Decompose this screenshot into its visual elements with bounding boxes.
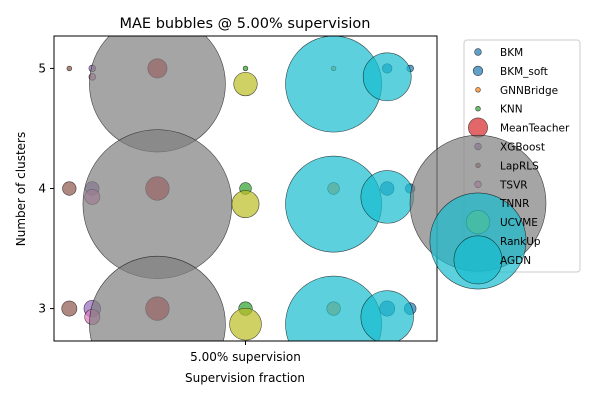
bubble-ucvme-2 <box>229 307 262 341</box>
bubble-layer <box>61 36 417 341</box>
y-tick-label: 5 <box>38 61 46 75</box>
legend-label: GNNBridge <box>500 85 558 97</box>
legend-label: UCVME <box>500 217 538 229</box>
bubble-knn-0 <box>242 65 249 72</box>
legend-label: LapRLS <box>500 160 539 172</box>
y-tick-label: 3 <box>38 302 46 316</box>
bubble-tnnr-2 <box>89 255 226 341</box>
legend: BKM BKM_soft GNNBridge KNN MeanTeacher XGBoos… <box>409 39 581 290</box>
legend-marker <box>453 235 503 285</box>
legend-label: XGBoost <box>500 142 545 154</box>
chart-title: MAE bubbles @ 5.00% supervision <box>120 16 371 32</box>
y-tick-label: 4 <box>38 182 46 196</box>
legend-label: BKM <box>500 47 523 59</box>
bubble-agdn-2 <box>360 290 414 341</box>
legend-marker <box>468 117 488 138</box>
x-tick-label: 5.00% supervision <box>190 350 301 364</box>
bubble-ucvme-0 <box>233 71 258 97</box>
legend-label: RankUp <box>500 236 541 248</box>
legend-label: TNNR <box>499 198 529 210</box>
legend-marker <box>475 87 481 93</box>
bubble-laprls-0 <box>66 65 73 72</box>
legend-label: KNN <box>500 104 523 116</box>
legend-marker <box>474 48 482 56</box>
y-axis: 3 4 5 <box>38 61 54 316</box>
legend-label: AGDN <box>500 255 531 267</box>
bubble-laprls-2 <box>61 300 78 317</box>
legend-marker <box>475 105 481 112</box>
x-axis: 5.00% supervision <box>190 341 301 364</box>
legend-marker <box>472 65 484 77</box>
bubble-laprls-1 <box>62 181 77 196</box>
bubble-agdn-1 <box>360 170 414 224</box>
legend-label: BKM_soft <box>500 66 548 78</box>
bubble-agdn-0 <box>362 52 412 102</box>
x-axis-label: Supervision fraction <box>185 371 305 385</box>
legend-label: MeanTeacher <box>500 123 570 135</box>
y-axis-label: Number of clusters <box>14 132 28 246</box>
legend-label: TSVR <box>499 179 528 191</box>
bubble-ucvme-1 <box>231 190 260 219</box>
